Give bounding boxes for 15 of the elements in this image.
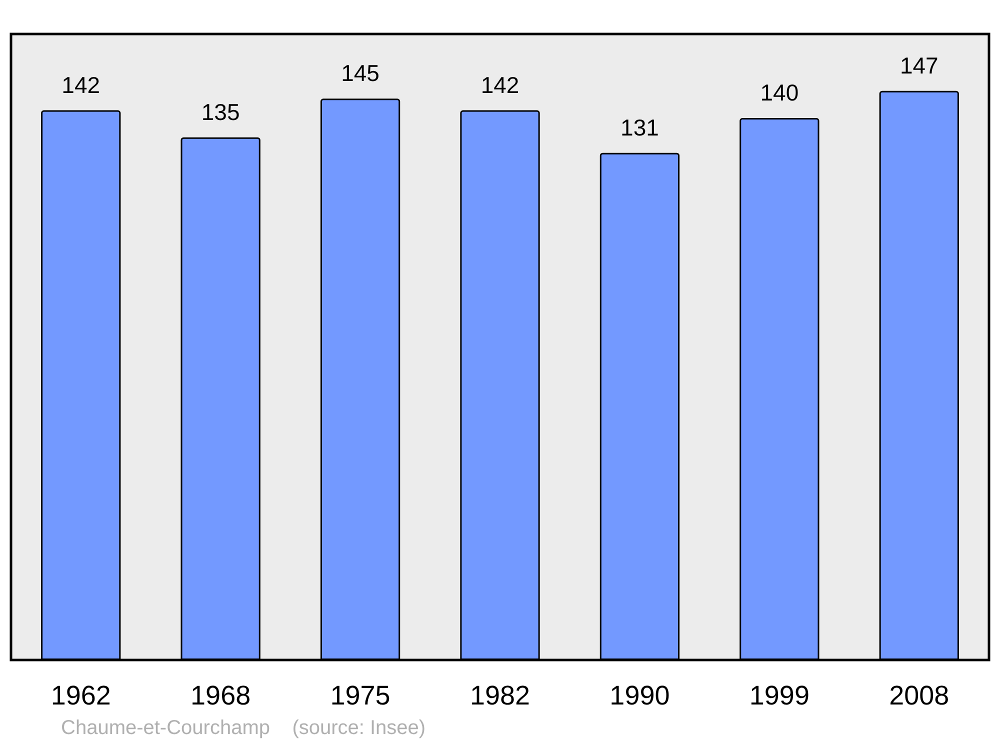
x-tick-label: 1982 <box>470 680 530 710</box>
x-tick-label: 2008 <box>889 680 950 710</box>
text: Chaume-et-Courchamp (source: Insee) <box>61 717 426 739</box>
x-tick-label: 1999 <box>749 680 810 710</box>
data-label: 147 <box>900 52 938 78</box>
data-label: 142 <box>62 72 100 98</box>
x-tick-label: 1968 <box>190 680 251 710</box>
data-label: 131 <box>620 114 659 140</box>
data-label: 140 <box>760 80 799 106</box>
x-tick-label: 1975 <box>330 680 390 710</box>
x-tick-label: 1990 <box>610 680 670 710</box>
data-label: 145 <box>341 60 380 86</box>
x-tick-label: 1962 <box>50 680 111 710</box>
data-label: 142 <box>480 72 520 98</box>
data-label: 135 <box>201 98 240 125</box>
